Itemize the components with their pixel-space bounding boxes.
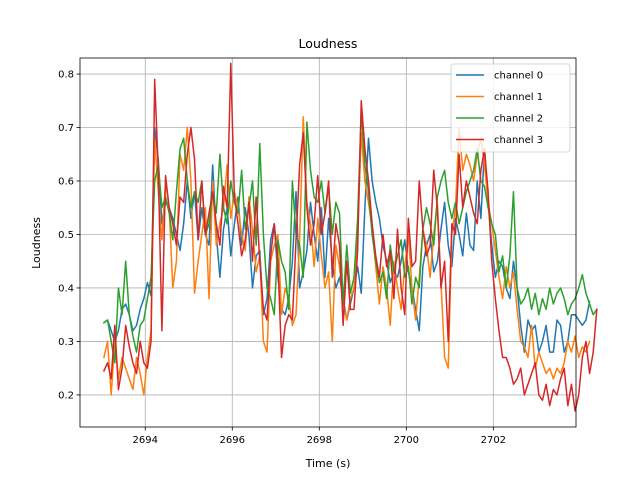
plot-frame (79, 57, 577, 428)
legend-label: channel 2 (494, 114, 543, 125)
series-layer (102, 62, 598, 412)
legend-label: channel 0 (494, 71, 543, 82)
legend: channel 0 channel 1 channel 2 channel 3 (450, 63, 571, 153)
y-tick-label: 0.7 (58, 123, 74, 134)
y-axis-label: Loudness (30, 217, 43, 269)
y-tick-label: 0.5 (58, 230, 74, 241)
y-tick-label: 0.3 (58, 337, 74, 348)
x-tick-label: 2702 (481, 435, 506, 446)
x-tick-label: 2698 (307, 435, 332, 446)
chart-title: Loudness (299, 36, 358, 51)
x-tick-label: 2694 (133, 435, 158, 446)
legend-box (450, 63, 571, 153)
y-axis-ticks: 0.2 0.3 0.4 0.5 0.6 0.7 0.8 (58, 70, 80, 401)
y-tick-label: 0.4 (58, 283, 74, 294)
y-tick-label: 0.8 (58, 70, 74, 81)
legend-label: channel 1 (494, 92, 543, 103)
series-line-channel-3 (102, 62, 598, 412)
y-tick-label: 0.6 (58, 177, 74, 188)
x-axis-ticks: 2694 2696 2698 2700 2702 (133, 427, 506, 446)
x-axis-label: Time (s) (305, 457, 351, 470)
x-tick-label: 2700 (394, 435, 419, 446)
x-tick-label: 2696 (220, 435, 245, 446)
y-tick-label: 0.2 (58, 390, 74, 401)
legend-label: channel 3 (494, 135, 543, 146)
